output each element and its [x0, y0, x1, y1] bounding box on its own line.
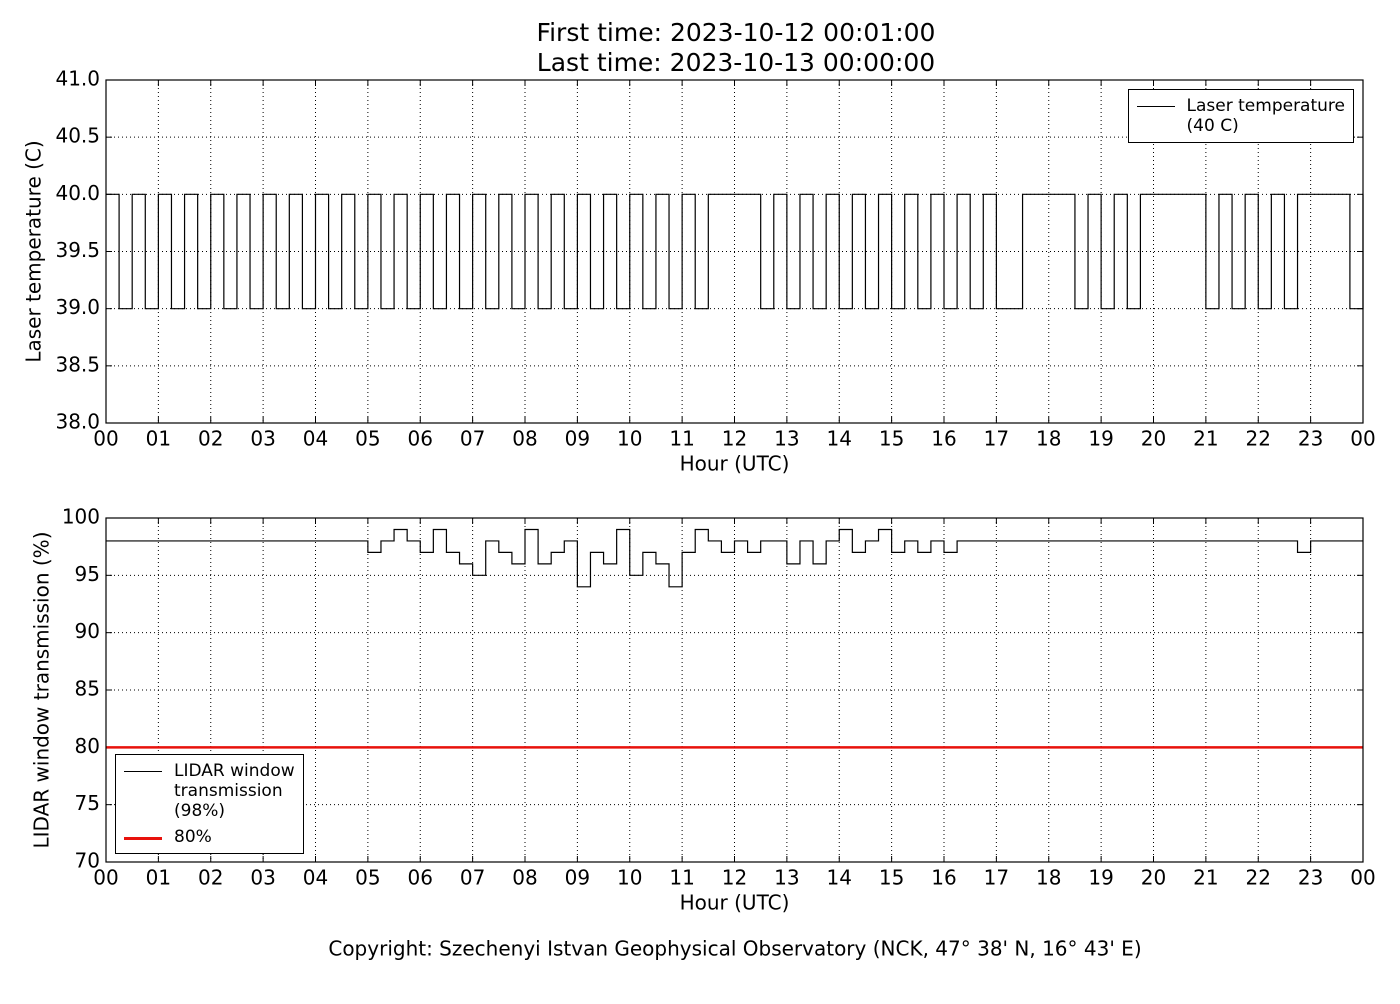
x-axis-label: Hour (UTC) — [680, 452, 790, 476]
y-tick-label: 39.0 — [55, 295, 100, 319]
x-tick-label: 17 — [984, 427, 1009, 451]
y-tick-label: 38.5 — [55, 352, 100, 376]
x-tick-label: 05 — [355, 866, 380, 890]
x-tick-label: 11 — [669, 866, 694, 890]
x-tick-label: 12 — [722, 866, 747, 890]
legend: LIDAR window transmission (98%) 80% — [115, 754, 304, 854]
legend-swatch — [1136, 106, 1175, 107]
y-tick-label: 39.5 — [55, 238, 100, 262]
y-tick-label: 90 — [75, 619, 100, 643]
x-tick-label: 17 — [984, 866, 1009, 890]
title-line: Last time: 2023-10-13 00:00:00 — [537, 48, 935, 77]
x-tick-label: 03 — [250, 866, 275, 890]
x-tick-label: 21 — [1193, 427, 1218, 451]
y-tick-label: 85 — [75, 677, 100, 701]
legend-swatch — [124, 771, 162, 772]
x-tick-label: 14 — [827, 866, 852, 890]
x-tick-label: 15 — [879, 427, 904, 451]
x-tick-label: 19 — [1088, 866, 1113, 890]
legend-swatch — [124, 837, 162, 840]
x-tick-label: 16 — [931, 427, 956, 451]
x-tick-label: 05 — [355, 427, 380, 451]
x-tick-label: 00 — [93, 427, 118, 451]
data-line — [106, 528, 1363, 588]
x-tick-label: 01 — [146, 866, 171, 890]
legend-label: Laser temperature (40 C) — [1186, 96, 1345, 136]
x-tick-label: 07 — [460, 866, 485, 890]
x-tick-label: 00 — [1350, 866, 1375, 890]
x-tick-label: 14 — [827, 427, 852, 451]
y-tick-label: 100 — [62, 505, 100, 529]
y-tick-label: 38.0 — [55, 410, 100, 434]
x-tick-label: 18 — [1036, 866, 1061, 890]
x-tick-label: 23 — [1298, 866, 1323, 890]
legend-entry: LIDAR window transmission (98%) — [124, 761, 295, 821]
plot-frame — [105, 517, 1364, 863]
y-tick-label: 41.0 — [55, 67, 100, 91]
x-tick-label: 22 — [1246, 866, 1271, 890]
x-tick-label: 10 — [617, 427, 642, 451]
x-tick-label: 22 — [1246, 427, 1271, 451]
x-tick-label: 20 — [1141, 866, 1166, 890]
y-tick-label: 80 — [75, 734, 100, 758]
legend-label: 80% — [174, 827, 212, 847]
data-line — [106, 193, 1364, 310]
x-tick-label: 07 — [460, 427, 485, 451]
x-tick-label: 06 — [408, 866, 433, 890]
x-tick-label: 09 — [565, 427, 590, 451]
y-tick-label: 95 — [75, 562, 100, 586]
x-tick-label: 00 — [1350, 427, 1375, 451]
x-tick-label: 08 — [512, 427, 537, 451]
legend-entry: 80% — [124, 827, 295, 847]
x-tick-label: 23 — [1298, 427, 1323, 451]
x-tick-label: 15 — [879, 866, 904, 890]
y-axis-label: Laser temperature (C) — [22, 140, 46, 362]
x-tick-label: 09 — [565, 866, 590, 890]
y-tick-label: 40.0 — [55, 181, 100, 205]
x-tick-label: 20 — [1141, 427, 1166, 451]
x-tick-label: 03 — [250, 427, 275, 451]
plot-frame — [105, 79, 1364, 424]
x-tick-label: 08 — [512, 866, 537, 890]
x-tick-label: 01 — [146, 427, 171, 451]
x-tick-label: 18 — [1036, 427, 1061, 451]
x-tick-label: 02 — [198, 866, 223, 890]
legend-entry: Laser temperature (40 C) — [1136, 96, 1345, 136]
x-axis-label: Hour (UTC) — [680, 891, 790, 915]
x-tick-label: 16 — [931, 866, 956, 890]
x-tick-label: 13 — [774, 427, 799, 451]
x-tick-label: 04 — [303, 866, 328, 890]
x-tick-label: 00 — [93, 866, 118, 890]
legend: Laser temperature (40 C) — [1127, 89, 1354, 143]
y-tick-label: 75 — [75, 791, 100, 815]
y-tick-label: 40.5 — [55, 124, 100, 148]
y-axis-label: LIDAR window transmission (%) — [30, 532, 54, 849]
legend-label: LIDAR window transmission (98%) — [174, 761, 295, 821]
x-tick-label: 04 — [303, 427, 328, 451]
x-tick-label: 11 — [669, 427, 694, 451]
x-tick-label: 21 — [1193, 866, 1218, 890]
y-tick-label: 70 — [75, 849, 100, 873]
x-tick-label: 10 — [617, 866, 642, 890]
x-tick-label: 19 — [1088, 427, 1113, 451]
footer: Copyright: Szechenyi Istvan Geophysical … — [328, 937, 1141, 961]
x-tick-label: 02 — [198, 427, 223, 451]
x-tick-label: 12 — [722, 427, 747, 451]
x-tick-label: 13 — [774, 866, 799, 890]
title-line: First time: 2023-10-12 00:01:00 — [537, 18, 936, 47]
x-tick-label: 06 — [408, 427, 433, 451]
